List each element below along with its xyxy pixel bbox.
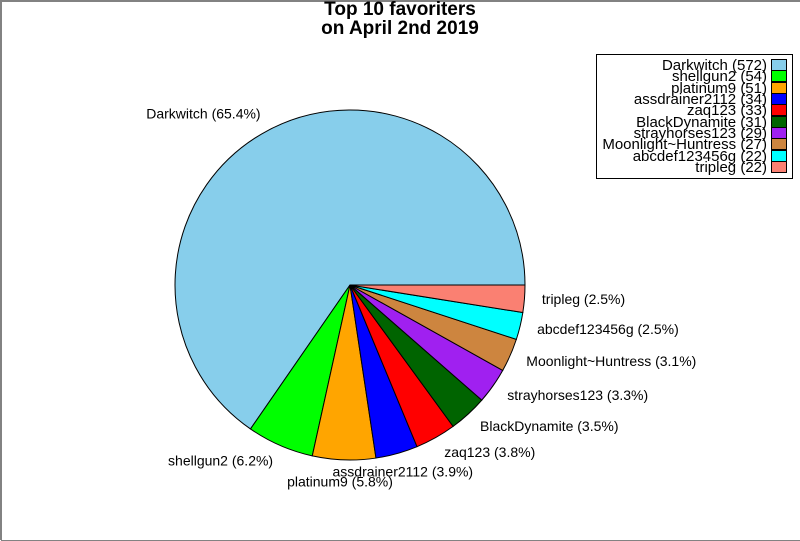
- svg-text:strayhorses123 (3.3%): strayhorses123 (3.3%): [507, 387, 648, 403]
- svg-text:BlackDynamite (3.5%): BlackDynamite (3.5%): [480, 418, 619, 434]
- svg-text:assdrainer2112 (3.9%): assdrainer2112 (3.9%): [333, 463, 474, 479]
- svg-text:shellgun2 (6.2%): shellgun2 (6.2%): [168, 453, 273, 469]
- svg-text:abcdef123456g (2.5%): abcdef123456g (2.5%): [537, 321, 679, 337]
- svg-text:Darkwitch (65.4%): Darkwitch (65.4%): [146, 106, 260, 122]
- svg-text:tripleg (2.5%): tripleg (2.5%): [542, 291, 625, 307]
- svg-text:zaq123 (3.8%): zaq123 (3.8%): [444, 444, 535, 460]
- svg-text:Moonlight~Huntress (3.1%): Moonlight~Huntress (3.1%): [526, 353, 696, 369]
